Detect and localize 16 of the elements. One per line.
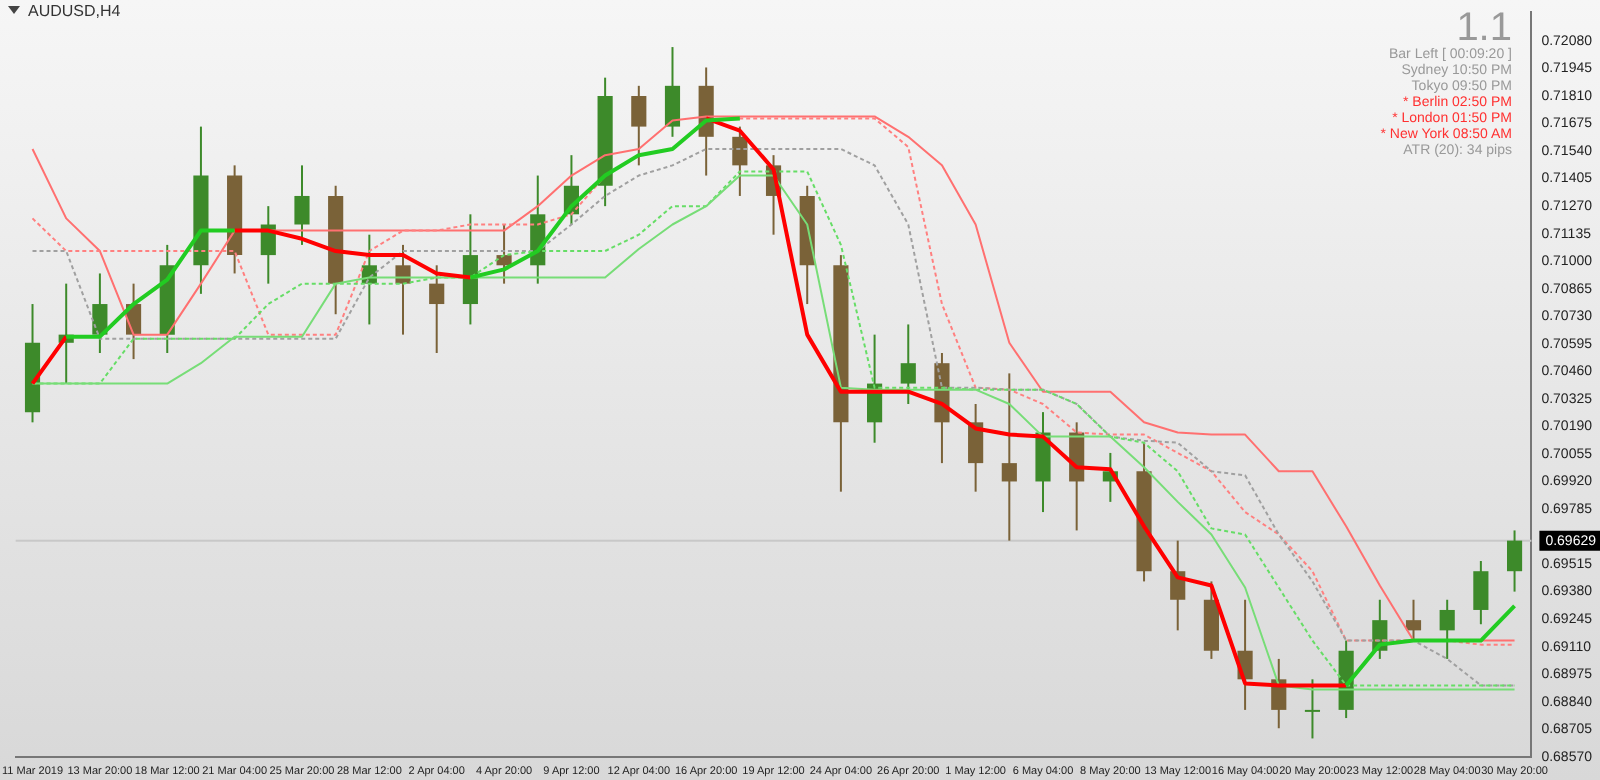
candlestick (429, 264, 445, 354)
chart-title: AUDUSD,H4 (28, 2, 121, 20)
candlestick (732, 125, 748, 197)
candlestick (496, 223, 512, 285)
candlestick (664, 46, 681, 138)
candlestick (395, 243, 411, 336)
candlestick (1473, 560, 1489, 626)
candlestick (1439, 598, 1455, 660)
candlestick (631, 84, 647, 167)
candlestick (294, 164, 310, 246)
candlestick (900, 323, 916, 405)
candlestick (1405, 598, 1422, 642)
annotation: 1.1 (1456, 6, 1512, 50)
candlestick (1001, 372, 1017, 542)
candlestick (1506, 529, 1523, 593)
candlestick (1304, 678, 1321, 740)
